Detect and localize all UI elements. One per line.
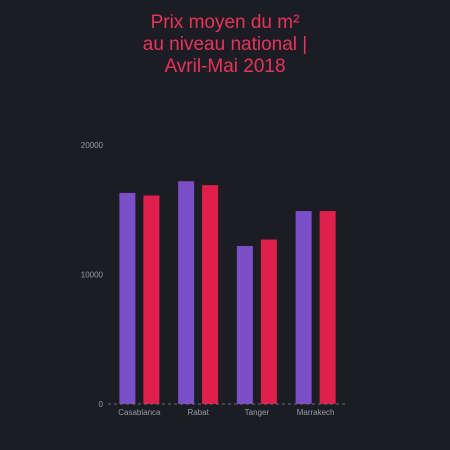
chart-title-line-2: au niveau national | bbox=[142, 34, 308, 55]
x-tick-label-marrakech: Marrakech bbox=[297, 408, 335, 417]
x-tick-label-casablanca: Casablanca bbox=[118, 408, 161, 417]
x-tick-label-rabat: Rabat bbox=[187, 408, 209, 417]
x-axis: Casablanca Rabat Tanger Marrakech bbox=[118, 408, 334, 417]
bar-rabat-series-1 bbox=[178, 181, 195, 404]
chart-title-line-1: Prix moyen du m² bbox=[150, 12, 300, 33]
bar-tanger-series-2 bbox=[260, 239, 277, 404]
bar-marrakech-series-1 bbox=[295, 211, 312, 404]
y-tick-label: 10000 bbox=[81, 271, 104, 280]
y-tick-label: 20000 bbox=[81, 141, 104, 150]
chart-title-line-3: Avril-Mai 2018 bbox=[164, 56, 286, 77]
bars-group bbox=[119, 181, 336, 404]
bar-marrakech-series-2 bbox=[319, 211, 336, 404]
y-tick-label: 0 bbox=[99, 400, 104, 409]
chart-title: Prix moyen du m² au niveau national | Av… bbox=[0, 12, 450, 78]
bar-tanger-series-1 bbox=[236, 246, 253, 404]
bar-casablanca-series-1 bbox=[119, 192, 136, 404]
x-tick-label-tanger: Tanger bbox=[245, 408, 270, 417]
bar-casablanca-series-2 bbox=[143, 195, 160, 404]
bar-rabat-series-2 bbox=[202, 185, 219, 404]
y-axis: 0 10000 20000 bbox=[81, 141, 104, 409]
